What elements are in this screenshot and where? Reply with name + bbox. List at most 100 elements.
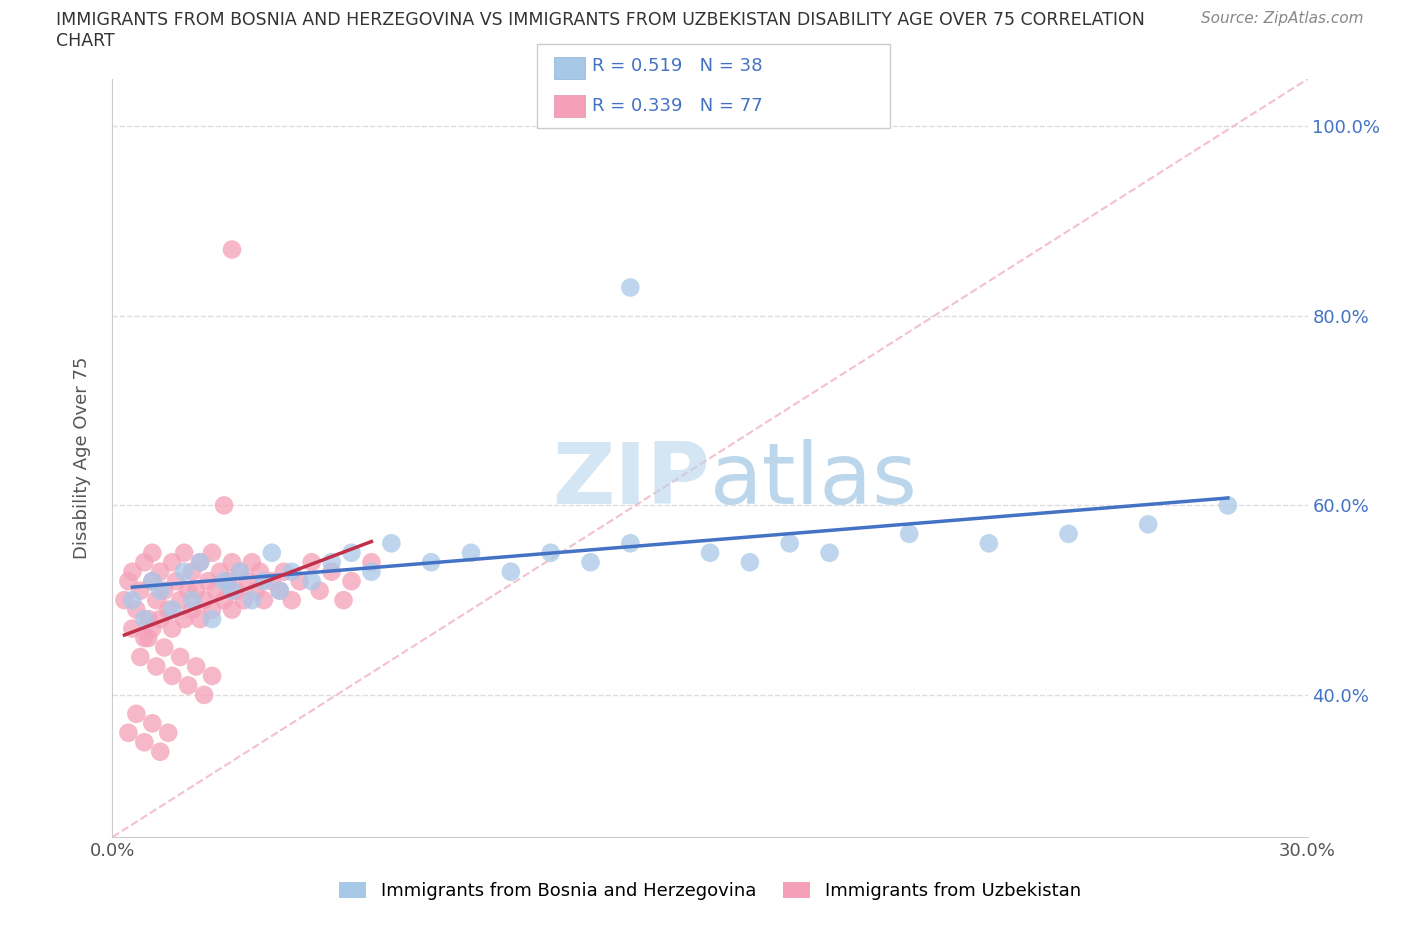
- Point: [141, 621, 163, 636]
- Text: Source: ZipAtlas.com: Source: ZipAtlas.com: [1201, 11, 1364, 26]
- Point: [288, 574, 311, 589]
- Legend: Immigrants from Bosnia and Herzegovina, Immigrants from Uzbekistan: Immigrants from Bosnia and Herzegovina, …: [339, 882, 1081, 900]
- Point: [121, 565, 143, 579]
- Point: [301, 574, 323, 589]
- Text: IMMIGRANTS FROM BOSNIA AND HERZEGOVINA VS IMMIGRANTS FROM UZBEKISTAN DISABILITY : IMMIGRANTS FROM BOSNIA AND HERZEGOVINA V…: [56, 11, 1144, 29]
- Point: [245, 583, 267, 598]
- Point: [360, 555, 382, 570]
- Point: [181, 565, 204, 579]
- Point: [212, 592, 235, 607]
- Point: [121, 592, 143, 607]
- Point: [201, 545, 224, 560]
- Point: [308, 583, 330, 598]
- Point: [197, 574, 219, 589]
- Point: [177, 583, 200, 598]
- Point: [177, 678, 200, 693]
- Point: [145, 659, 167, 674]
- Point: [321, 555, 343, 570]
- Point: [141, 716, 163, 731]
- Point: [162, 603, 183, 618]
- Point: [149, 565, 172, 579]
- Point: [186, 659, 208, 674]
- Point: [460, 545, 482, 560]
- Text: CHART: CHART: [56, 32, 115, 49]
- Point: [225, 583, 247, 598]
- Point: [117, 725, 139, 740]
- Point: [138, 612, 160, 627]
- Point: [281, 565, 304, 579]
- Point: [221, 583, 243, 598]
- Point: [149, 612, 172, 627]
- Point: [169, 592, 191, 607]
- Point: [129, 649, 152, 664]
- Point: [181, 603, 204, 618]
- Point: [153, 583, 176, 598]
- Point: [779, 536, 801, 551]
- Point: [193, 592, 215, 607]
- Point: [240, 592, 263, 607]
- Point: [540, 545, 562, 560]
- Point: [141, 545, 163, 560]
- Point: [141, 574, 163, 589]
- Point: [201, 603, 224, 618]
- Point: [240, 555, 263, 570]
- Point: [121, 621, 143, 636]
- Point: [281, 592, 304, 607]
- Point: [162, 669, 183, 684]
- Point: [145, 592, 167, 607]
- Point: [157, 725, 180, 740]
- Point: [619, 536, 641, 551]
- Point: [273, 565, 295, 579]
- Point: [173, 565, 195, 579]
- Point: [221, 242, 243, 257]
- Point: [165, 574, 187, 589]
- Point: [134, 631, 156, 645]
- Text: R = 0.519   N = 38: R = 0.519 N = 38: [592, 57, 762, 75]
- Point: [129, 583, 152, 598]
- Point: [125, 603, 148, 618]
- Point: [1057, 526, 1080, 541]
- Point: [340, 574, 363, 589]
- Point: [229, 565, 252, 579]
- Point: [360, 565, 382, 579]
- Point: [149, 744, 172, 759]
- Point: [188, 612, 211, 627]
- Point: [579, 555, 602, 570]
- Point: [209, 565, 232, 579]
- Point: [134, 612, 156, 627]
- Point: [236, 574, 259, 589]
- Point: [269, 583, 291, 598]
- Point: [117, 574, 139, 589]
- Point: [420, 555, 443, 570]
- Point: [205, 583, 228, 598]
- Point: [1137, 517, 1160, 532]
- Point: [249, 565, 271, 579]
- Point: [1216, 498, 1239, 512]
- Point: [499, 565, 522, 579]
- Point: [260, 574, 283, 589]
- Point: [186, 583, 208, 598]
- Point: [260, 545, 283, 560]
- Text: atlas: atlas: [710, 439, 918, 523]
- Point: [221, 603, 243, 618]
- Point: [269, 583, 291, 598]
- Point: [221, 555, 243, 570]
- Point: [619, 280, 641, 295]
- Point: [149, 583, 172, 598]
- Point: [229, 565, 252, 579]
- Point: [253, 574, 276, 589]
- Point: [699, 545, 721, 560]
- Point: [340, 545, 363, 560]
- Point: [162, 555, 183, 570]
- Point: [153, 640, 176, 655]
- Point: [233, 592, 256, 607]
- Point: [173, 612, 195, 627]
- Point: [157, 603, 180, 618]
- Point: [380, 536, 402, 551]
- Point: [193, 687, 215, 702]
- Point: [201, 612, 224, 627]
- Point: [134, 555, 156, 570]
- Point: [818, 545, 841, 560]
- Point: [301, 555, 323, 570]
- Point: [212, 498, 235, 512]
